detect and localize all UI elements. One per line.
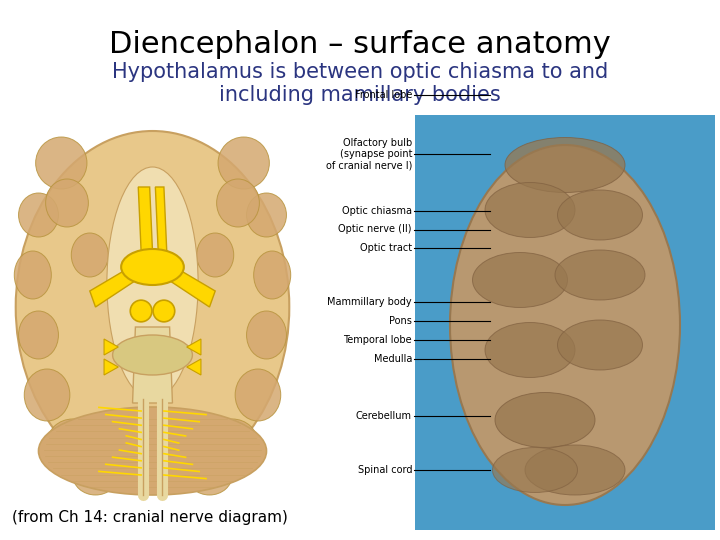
Text: Olfactory bulb
(synapse point
of cranial nerve I): Olfactory bulb (synapse point of cranial… (325, 138, 412, 170)
Ellipse shape (495, 393, 595, 448)
Polygon shape (132, 327, 173, 403)
Text: Cerebellum: Cerebellum (356, 411, 412, 421)
Polygon shape (104, 359, 118, 375)
Bar (415, 115, 715, 530)
Text: Medulla: Medulla (374, 354, 412, 364)
Text: Pons: Pons (389, 316, 412, 326)
Text: Spinal cord: Spinal cord (358, 465, 412, 475)
Polygon shape (104, 339, 118, 355)
Ellipse shape (235, 369, 281, 421)
Ellipse shape (14, 251, 51, 299)
Ellipse shape (492, 448, 577, 492)
Text: Optic chiasma: Optic chiasma (342, 206, 412, 215)
Ellipse shape (47, 419, 99, 467)
Ellipse shape (557, 190, 642, 240)
Text: Optic nerve (II): Optic nerve (II) (338, 225, 412, 234)
Text: Optic tract: Optic tract (360, 244, 412, 253)
Ellipse shape (555, 250, 645, 300)
Polygon shape (186, 339, 201, 355)
Text: Temporal lobe: Temporal lobe (343, 335, 412, 345)
Text: Frontal lobe: Frontal lobe (355, 90, 412, 99)
Ellipse shape (218, 137, 269, 189)
Polygon shape (90, 259, 144, 307)
Ellipse shape (472, 253, 567, 307)
Ellipse shape (505, 138, 625, 192)
Text: Diencephalon – surface anatomy: Diencephalon – surface anatomy (109, 30, 611, 59)
Text: Hypothalamus is between optic chiasma to and: Hypothalamus is between optic chiasma to… (112, 62, 608, 82)
Ellipse shape (197, 233, 234, 277)
Ellipse shape (246, 311, 287, 359)
Text: Mammillary body: Mammillary body (328, 298, 412, 307)
Polygon shape (186, 359, 201, 375)
Text: (from Ch 14: cranial nerve diagram): (from Ch 14: cranial nerve diagram) (12, 510, 288, 525)
Polygon shape (161, 259, 215, 307)
Ellipse shape (73, 455, 118, 495)
Ellipse shape (112, 335, 192, 375)
Ellipse shape (253, 251, 291, 299)
Ellipse shape (36, 137, 87, 189)
Ellipse shape (485, 322, 575, 377)
Ellipse shape (16, 131, 289, 483)
Polygon shape (138, 187, 153, 251)
Ellipse shape (557, 320, 642, 370)
Ellipse shape (186, 455, 233, 495)
Circle shape (153, 300, 175, 322)
Ellipse shape (19, 311, 58, 359)
Ellipse shape (217, 179, 259, 227)
Polygon shape (156, 187, 167, 251)
Ellipse shape (24, 369, 70, 421)
Ellipse shape (107, 167, 198, 399)
Ellipse shape (525, 445, 625, 495)
Ellipse shape (38, 407, 266, 495)
Ellipse shape (121, 249, 184, 285)
Ellipse shape (71, 233, 108, 277)
Ellipse shape (19, 193, 58, 237)
Ellipse shape (246, 193, 287, 237)
Ellipse shape (207, 419, 258, 467)
Ellipse shape (450, 145, 680, 505)
Ellipse shape (45, 179, 89, 227)
Circle shape (130, 300, 152, 322)
Text: including mamillary bodies: including mamillary bodies (219, 85, 501, 105)
Ellipse shape (485, 183, 575, 238)
